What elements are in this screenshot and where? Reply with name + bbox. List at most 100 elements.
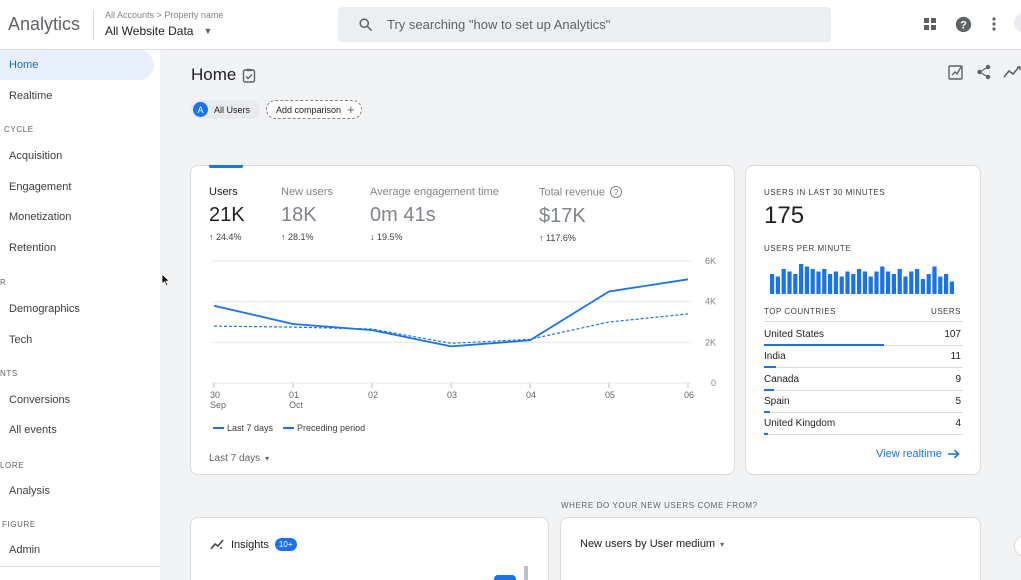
scrollbar[interactable] [524,566,528,580]
apps-grid-icon[interactable] [920,14,940,34]
breadcrumb-property[interactable]: Property name [164,10,224,20]
country-row[interactable]: United States 107 [764,326,963,348]
sidebar-item-conversions[interactable]: Conversions [9,394,71,406]
per-minute-bar [775,276,780,294]
section-user: R [0,278,7,287]
metric-total-revenue[interactable]: Total revenue? $17K ↑ 117.6% [539,186,623,243]
sidebar-item-demographics[interactable]: Demographics [9,303,80,315]
all-users-chip[interactable]: A All Users [191,100,261,119]
medium-dropdown-label: New users by User medium [580,538,716,550]
account-avatar[interactable] [1014,14,1021,32]
per-minute-bar [903,276,908,294]
legend-solid-swatch [213,427,224,429]
breadcrumb[interactable]: All Accounts > Property name [105,10,223,20]
app-title[interactable]: Analytics [8,14,81,34]
sidebar-item-analysis[interactable]: Analysis [9,485,50,497]
more-vert-icon[interactable] [984,14,1004,34]
top-bar: Analytics All Accounts > Property name A… [0,0,1021,50]
x-tick-label: 05 [605,390,615,400]
per-minute-bar [822,269,827,294]
y-tick-label: 0 [711,378,716,388]
page-title-text: Home [191,65,237,84]
x-tick-label: 06 [684,390,694,400]
sidebar-item-all-events[interactable]: All events [9,424,57,436]
insights-icon[interactable] [1003,63,1021,81]
share-icon[interactable] [975,63,993,81]
per-minute-bar [799,264,804,294]
country-share-bar [764,433,769,436]
view-realtime-link[interactable]: View realtime [876,448,960,460]
chevron-right-icon: > [156,10,162,20]
insights-icon [210,539,224,549]
country-row[interactable]: Spain 5 [764,393,963,415]
add-comparison-button[interactable]: Add comparison + [266,100,362,119]
breadcrumb-accounts[interactable]: All Accounts [105,10,155,20]
sidebar-item-monetization[interactable]: Monetization [9,211,72,223]
metric-label: New users [281,186,333,198]
per-minute-bar [828,274,833,294]
country-users: 107 [944,329,961,340]
sidebar-item-tech[interactable]: Tech [9,334,33,346]
date-range-label: Last 7 days [209,453,261,464]
table-header-divider [764,321,963,322]
svg-text:?: ? [960,19,967,31]
x-tick-sublabel: Sep [210,400,226,410]
per-minute-bar [781,269,786,294]
search-input[interactable] [387,17,807,32]
metric-users[interactable]: Users 21K ↑ 24.4% [209,186,245,242]
metric-delta: ↑ 28.1% [281,232,314,242]
country-name: United States [764,329,825,340]
insights-card: Insights 10+ [190,517,549,580]
country-name: India [764,351,786,363]
legend-previous: Preceding period [297,423,366,433]
search-bar[interactable] [338,7,831,42]
sidebar-item-retention[interactable]: Retention [9,242,57,254]
medium-dropdown[interactable]: New users by User medium ▾ [580,538,724,550]
per-minute-bar [891,274,896,294]
metric-engagement-time[interactable]: Average engagement time 0m 41s ↓ 19.5% [370,186,499,242]
x-tick-label: 01 [289,390,299,400]
per-minute-bar [816,271,821,294]
y-tick-label: 4K [705,297,716,307]
help-icon[interactable]: ? [953,14,973,34]
sidebar-item-engagement[interactable]: Engagement [9,181,72,193]
country-row[interactable]: Canada 9 [764,371,963,393]
country-row[interactable]: United Kingdom 4 [764,415,963,437]
sidebar-item-admin[interactable]: Admin [9,544,41,556]
per-minute-bar [874,271,879,294]
section-lifecycle: CYCLE [4,125,34,134]
caret-down-icon: ▾ [265,454,270,463]
metric-new-users[interactable]: New users 18K ↑ 28.1% [281,186,333,242]
country-row[interactable]: India 11 [764,348,963,370]
insight-toggle[interactable] [494,575,516,580]
customize-report-icon[interactable] [947,63,965,81]
property-selector[interactable]: All Website Data ▼ [105,24,212,38]
insights-header[interactable]: Insights 10+ [210,538,297,551]
metric-value: 21K [209,204,245,226]
info-icon[interactable]: ? [610,186,623,198]
metric-label: Average engagement time [370,186,499,198]
metric-value: 18K [281,204,317,226]
verified-page-icon[interactable] [242,68,256,83]
sidebar-item-realtime[interactable]: Realtime [9,90,53,102]
per-minute-bar [944,274,949,294]
per-minute-bar [938,276,943,294]
side-panel-toggle[interactable] [1014,535,1021,557]
per-minute-bar [804,266,809,294]
sidebar-item-home[interactable]: Home [0,50,154,80]
row-divider [764,389,963,391]
per-minute-bar [932,266,937,294]
per-minute-bar [880,266,885,294]
date-range-dropdown[interactable]: Last 7 days ▾ [209,453,269,464]
country-users: 4 [955,418,961,430]
insights-count-badge: 10+ [274,538,297,551]
per-minute-bar-chart[interactable] [770,261,960,296]
sidebar-item-acquisition[interactable]: Acquisition [9,150,63,162]
per-minute-bar [851,274,856,294]
series-line-preceding [213,313,689,344]
metric-delta: ↑ 117.6% [539,232,576,243]
legend-dashed-swatch [283,427,295,429]
per-minute-bar [787,271,792,294]
x-tick-sublabel: Oct [289,400,304,410]
